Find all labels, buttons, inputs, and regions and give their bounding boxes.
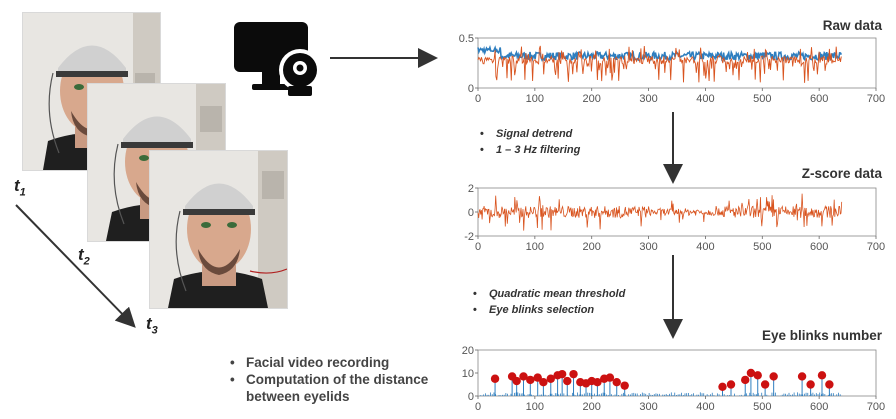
face-photo-3 [150, 151, 287, 308]
blink-point [753, 371, 762, 380]
blink-point [817, 371, 827, 380]
video-steps-list: Facial video recording Computation of th… [228, 354, 448, 405]
frame-label-3-sub: 3 [151, 324, 158, 337]
x-tick-label: 400 [696, 401, 714, 413]
computer-webcam-icon [234, 22, 321, 96]
x-tick-label: 400 [696, 93, 714, 105]
processing-step-filter: 1 – 3 Hz filtering [480, 142, 580, 158]
processing-step-detrend: Signal detrend [480, 126, 580, 142]
chart-title: Z-score data [802, 166, 883, 181]
frame-label-2: t2 [78, 245, 90, 267]
video-frame-3 [149, 150, 288, 309]
x-tick-label: 0 [475, 401, 481, 413]
raw-data-chart: Raw data 0 100 200 300 400 500 600 700 0 0.5 [459, 18, 885, 105]
processing-steps-2: Quadratic mean threshold Eye blinks sele… [473, 286, 625, 318]
y-tick-label: -2 [464, 231, 474, 243]
x-tick-label: 600 [810, 401, 828, 413]
x-tick-label: 300 [639, 401, 657, 413]
blink-point [806, 380, 815, 389]
blink-point [546, 374, 555, 383]
video-step-2: Computation of the distance between eyel… [228, 371, 448, 405]
x-tick-label: 100 [526, 93, 544, 105]
y-tick-label: 0 [468, 83, 474, 95]
x-tick-label: 0 [475, 241, 481, 253]
blink-point [825, 380, 834, 389]
x-tick-label: 700 [867, 93, 885, 105]
x-tick-label: 100 [526, 401, 544, 413]
x-tick-label: 100 [526, 241, 544, 253]
frame-label-3-text: t [146, 314, 152, 333]
chart-title: Raw data [823, 18, 883, 33]
blink-point [557, 369, 567, 379]
video-step-1: Facial video recording [228, 354, 448, 371]
raw-series-line [477, 45, 842, 83]
blink-point [533, 373, 542, 382]
x-tick-label: 200 [583, 93, 601, 105]
blink-point [519, 372, 528, 381]
x-tick-label: 700 [867, 401, 885, 413]
blink-point [512, 376, 521, 386]
frame-label-3: t3 [146, 314, 158, 336]
x-tick-label: 0 [475, 93, 481, 105]
y-tick-label: 2 [468, 183, 474, 195]
plot-area [477, 37, 877, 89]
x-tick-label: 200 [583, 401, 601, 413]
chart-title: Eye blinks number [762, 328, 883, 343]
blink-point [612, 378, 621, 387]
blink-point [593, 378, 602, 387]
y-tick-label: 0 [468, 391, 474, 403]
blink-point [605, 373, 615, 382]
blink-point [746, 368, 756, 378]
blink-point [563, 376, 572, 386]
blink-point [760, 380, 770, 389]
blink-point [741, 375, 750, 385]
x-tick-label: 300 [639, 241, 657, 253]
x-tick-label: 500 [753, 241, 771, 253]
blink-point [569, 369, 578, 379]
x-tick-label: 600 [810, 93, 828, 105]
blink-point [526, 375, 535, 385]
x-tick-label: 400 [696, 241, 714, 253]
processing-steps-1: Signal detrend 1 – 3 Hz filtering [480, 126, 580, 158]
frame-label-2-text: t [78, 245, 84, 264]
x-tick-label: 600 [810, 241, 828, 253]
processing-step-threshold: Quadratic mean threshold [473, 286, 625, 302]
frame-label-2-sub: 2 [83, 255, 90, 268]
x-tick-label: 500 [753, 93, 771, 105]
y-tick-label: 0 [468, 207, 474, 219]
blink-point [769, 372, 778, 381]
frame-label-1-text: t [14, 176, 20, 195]
blink-point [718, 382, 727, 391]
x-tick-label: 500 [753, 401, 771, 413]
x-tick-label: 300 [639, 93, 657, 105]
blink-point [797, 372, 807, 381]
x-tick-label: 200 [583, 241, 601, 253]
frame-label-1-sub: 1 [19, 186, 26, 199]
blink-point [490, 374, 500, 383]
blink-point [726, 380, 736, 389]
y-tick-label: 0.5 [459, 33, 474, 45]
frame-label-1: t1 [14, 176, 26, 198]
blink-point [539, 378, 548, 387]
y-tick-label: 20 [462, 345, 474, 357]
blink-point [620, 381, 629, 390]
zscore-series-line [477, 193, 843, 231]
processing-step-selection: Eye blinks selection [473, 302, 625, 318]
x-tick-label: 700 [867, 241, 885, 253]
y-tick-label: 10 [462, 368, 474, 380]
